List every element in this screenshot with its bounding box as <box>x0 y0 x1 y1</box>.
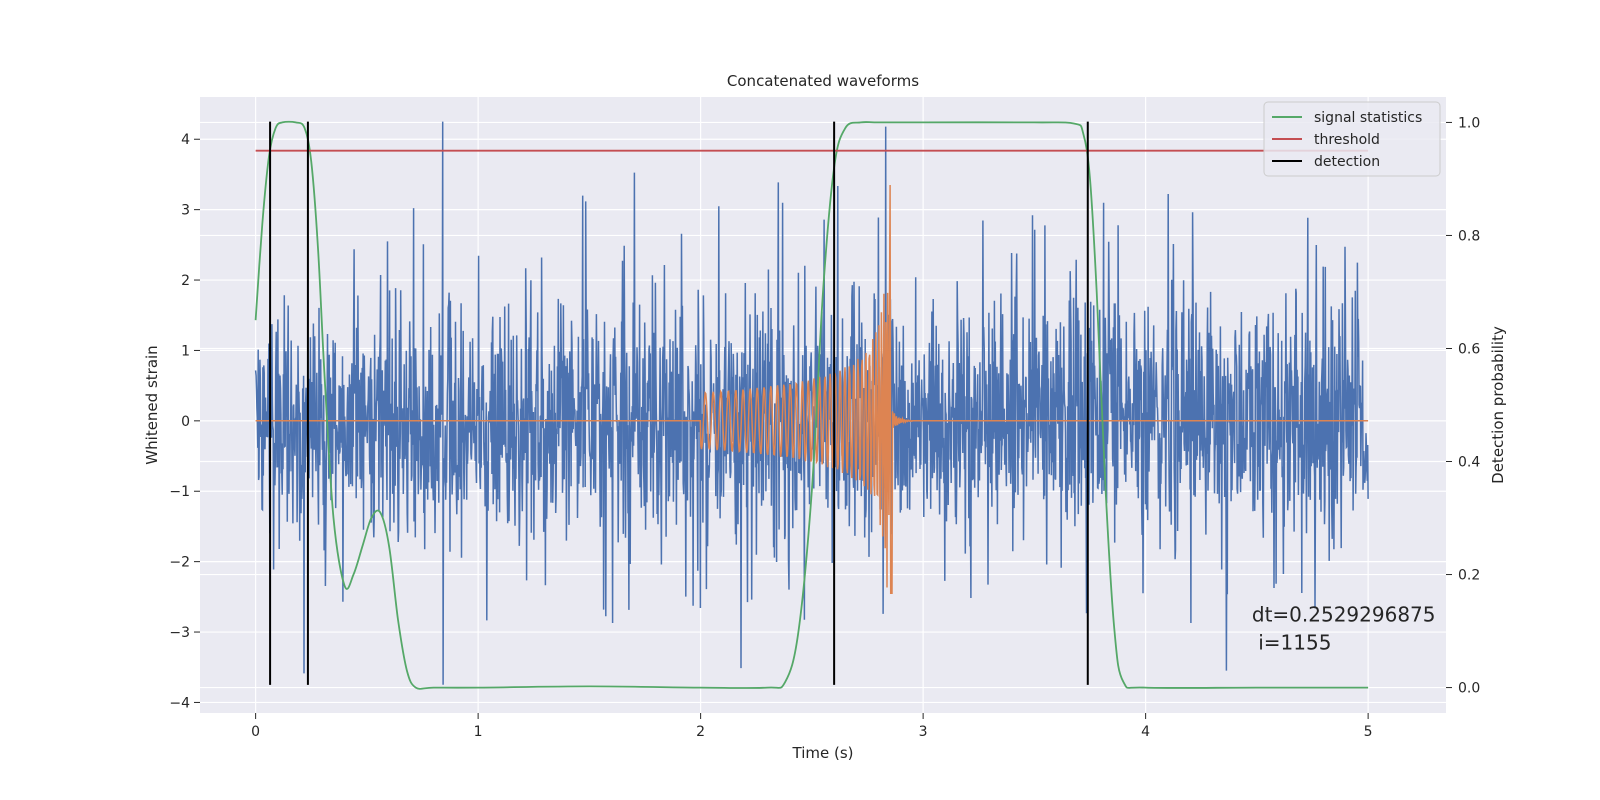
y2-tick-label: 0.8 <box>1458 228 1480 244</box>
x-tick-label: 2 <box>696 724 705 740</box>
x-tick-label: 0 <box>251 724 260 740</box>
injected-waveform-line <box>255 184 1369 595</box>
data-series <box>254 120 1369 690</box>
legend-entry-threshold: threshold <box>1314 132 1380 148</box>
y2-tick-label: 1.0 <box>1458 115 1480 131</box>
x-tick-label: 1 <box>474 724 483 740</box>
strain-noise-line <box>254 121 1369 685</box>
legend-box <box>1263 101 1441 177</box>
annotation-dt: dt=0.2529296875 <box>1252 602 1436 626</box>
annotations: dt=0.2529296875 i=1155 <box>1252 602 1436 654</box>
annotation-index: i=1155 <box>1252 631 1332 655</box>
y2-axis-label: Detection probability <box>1489 326 1507 484</box>
y-tick-label: −2 <box>169 555 190 571</box>
y-tick-label: 3 <box>181 203 190 219</box>
signal-statistics-line <box>254 120 1369 690</box>
chart-title: Concatenated waveforms <box>727 72 919 90</box>
y-tick-label: 2 <box>181 273 190 289</box>
y2-tick-label: 0.0 <box>1458 681 1480 697</box>
y-tick-label: −3 <box>169 625 190 641</box>
legend-entry-detection: detection <box>1314 154 1380 170</box>
x-tick-label: 4 <box>1141 724 1150 740</box>
y-tick-label: 4 <box>181 132 190 148</box>
y-tick-label: −4 <box>169 695 190 711</box>
y-tick-label: −1 <box>169 484 190 500</box>
legend-entry-signal-statistics: signal statistics <box>1314 110 1422 126</box>
y2-tick-label: 0.6 <box>1458 341 1480 357</box>
axis-ticks: 0 1 2 3 4 5 −4 −3 −2 −1 0 1 2 3 4 0.0 0.2 0.4 0.6 0.8 1.0 <box>169 115 1480 740</box>
y-axis-label: Whitened strain <box>143 345 161 464</box>
y-tick-label: 1 <box>181 343 190 359</box>
x-axis-label: Time (s) <box>792 744 854 762</box>
y-tick-label: 0 <box>181 414 190 430</box>
legend: signal statistics threshold detection <box>1263 101 1441 177</box>
x-tick-label: 5 <box>1364 724 1373 740</box>
x-tick-label: 3 <box>919 724 928 740</box>
y2-tick-label: 0.2 <box>1458 568 1480 584</box>
y2-tick-label: 0.4 <box>1458 455 1480 471</box>
